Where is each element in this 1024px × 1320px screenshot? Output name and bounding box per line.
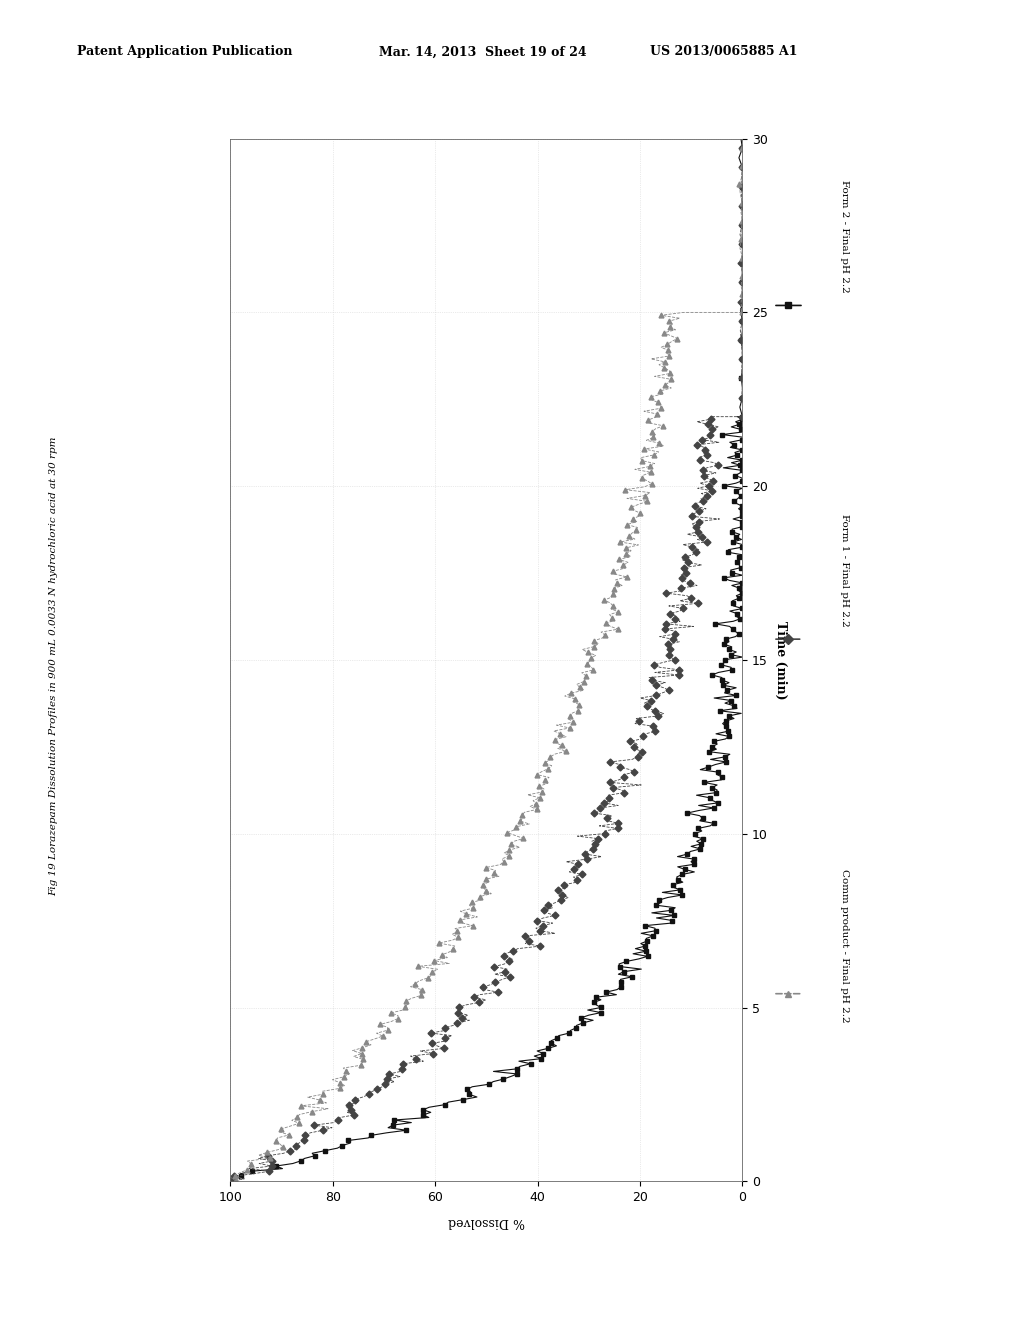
Text: Patent Application Publication: Patent Application Publication bbox=[77, 45, 292, 58]
Text: US 2013/0065885 A1: US 2013/0065885 A1 bbox=[650, 45, 798, 58]
Text: Form 2 - Final pH 2.2: Form 2 - Final pH 2.2 bbox=[841, 181, 849, 293]
Text: Mar. 14, 2013  Sheet 19 of 24: Mar. 14, 2013 Sheet 19 of 24 bbox=[379, 45, 587, 58]
Y-axis label: Time (min): Time (min) bbox=[774, 620, 787, 700]
X-axis label: % Dissolved: % Dissolved bbox=[447, 1216, 525, 1228]
Text: Form 1 - Final pH 2.2: Form 1 - Final pH 2.2 bbox=[841, 513, 849, 627]
Text: Fig 19 Lorazepam Dissolution Profiles in 900 mL 0.0033 N hydrochloric acid at 30: Fig 19 Lorazepam Dissolution Profiles in… bbox=[49, 437, 57, 896]
Text: Comm product - Final pH 2.2: Comm product - Final pH 2.2 bbox=[841, 869, 849, 1022]
